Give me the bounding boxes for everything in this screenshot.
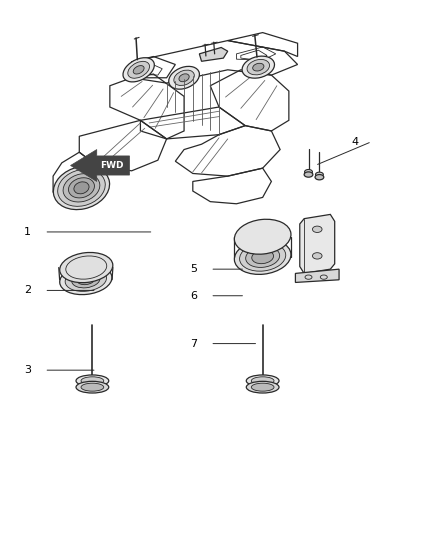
Ellipse shape xyxy=(240,243,286,271)
Ellipse shape xyxy=(246,375,279,386)
Ellipse shape xyxy=(72,272,100,288)
Ellipse shape xyxy=(174,70,194,85)
Ellipse shape xyxy=(251,377,274,385)
Ellipse shape xyxy=(253,63,264,71)
Ellipse shape xyxy=(58,169,105,206)
Ellipse shape xyxy=(304,172,313,177)
Ellipse shape xyxy=(53,166,110,209)
Text: 5: 5 xyxy=(190,264,197,274)
Ellipse shape xyxy=(315,172,323,177)
Ellipse shape xyxy=(246,381,279,393)
Ellipse shape xyxy=(68,177,95,198)
Ellipse shape xyxy=(133,66,144,74)
Text: 3: 3 xyxy=(24,365,31,375)
Ellipse shape xyxy=(234,239,291,274)
Ellipse shape xyxy=(304,169,312,174)
Ellipse shape xyxy=(242,56,275,78)
Ellipse shape xyxy=(169,67,199,89)
Ellipse shape xyxy=(246,246,279,268)
Ellipse shape xyxy=(76,381,109,393)
Ellipse shape xyxy=(312,253,322,259)
Text: 7: 7 xyxy=(190,338,197,349)
Polygon shape xyxy=(199,47,228,61)
Ellipse shape xyxy=(74,182,89,194)
Ellipse shape xyxy=(312,226,322,232)
Ellipse shape xyxy=(179,74,189,82)
Polygon shape xyxy=(295,269,339,282)
Polygon shape xyxy=(300,214,335,273)
Ellipse shape xyxy=(252,250,274,264)
Ellipse shape xyxy=(65,268,106,292)
Ellipse shape xyxy=(77,275,95,285)
Ellipse shape xyxy=(60,253,113,282)
Text: FWD: FWD xyxy=(100,161,124,170)
Ellipse shape xyxy=(128,61,149,78)
Ellipse shape xyxy=(76,375,109,386)
Ellipse shape xyxy=(81,377,104,385)
Ellipse shape xyxy=(123,58,154,82)
Polygon shape xyxy=(71,150,130,181)
Text: 6: 6 xyxy=(190,290,197,301)
Text: 2: 2 xyxy=(24,286,31,295)
Text: 4: 4 xyxy=(352,136,359,147)
Ellipse shape xyxy=(63,174,100,202)
Ellipse shape xyxy=(81,383,104,391)
Text: 1: 1 xyxy=(24,227,31,237)
Ellipse shape xyxy=(247,60,269,75)
Ellipse shape xyxy=(234,219,291,254)
Ellipse shape xyxy=(60,265,112,295)
Ellipse shape xyxy=(315,174,324,180)
Ellipse shape xyxy=(251,383,274,391)
